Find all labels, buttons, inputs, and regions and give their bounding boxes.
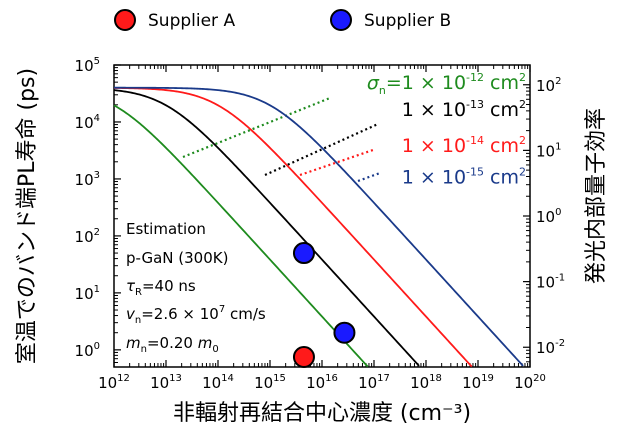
connector-line xyxy=(357,171,381,183)
x-tick-label: 1013 xyxy=(150,373,182,392)
series-curve xyxy=(113,104,369,368)
x-tick-label: 1014 xyxy=(202,373,234,392)
y2-axis-title: 発光内部量子効率 xyxy=(584,108,609,284)
curves xyxy=(113,86,524,368)
connector-line xyxy=(182,96,331,159)
annotation-line-3: τR=40 ns xyxy=(126,277,196,298)
x-tick-label: 1016 xyxy=(306,373,338,392)
x-axis-ticks: 1012 1013 1014 1015 1016 1017 1018 1019 1020 xyxy=(98,65,546,392)
annotation: Estimation p-GaN (300K) τR=40 ns vn=2.6 … xyxy=(126,220,266,355)
legend-label-supplier-b: Supplier B xyxy=(364,11,451,31)
x-tick-label: 1018 xyxy=(410,373,442,392)
x-tick-label: 1019 xyxy=(462,373,494,392)
y-tick-label: 101 xyxy=(75,284,100,303)
series-curve xyxy=(113,87,473,368)
y-tick-label: 105 xyxy=(75,56,100,75)
data-point-supplier-a xyxy=(292,345,315,368)
annotation-line-2: p-GaN (300K) xyxy=(126,249,228,267)
y-axis-ticks: 100 101 102 103 104 105 xyxy=(75,56,121,363)
connector-line xyxy=(264,122,379,177)
series-label: 1 × 10-14 cm2 xyxy=(402,134,526,157)
y2-tick-label: 100 xyxy=(536,207,561,226)
y-tick-label: 104 xyxy=(75,113,100,132)
y-tick-label: 100 xyxy=(75,341,100,360)
y2-tick-label: 10-2 xyxy=(536,338,565,357)
y2-axis-ticks: 10-2 10-1 100 101 102 xyxy=(523,64,565,363)
x-axis-title: 非輻射再結合中心濃度 (cm⁻³) xyxy=(173,401,471,426)
x-tick-label: 1020 xyxy=(514,373,546,392)
y2-tick-label: 10-1 xyxy=(536,273,565,292)
x-tick-label: 1015 xyxy=(254,373,286,392)
series-curve xyxy=(113,89,420,367)
y-tick-label: 102 xyxy=(75,227,100,246)
series-label: σn=1 × 10-12 cm2 xyxy=(367,71,526,97)
legend-label-supplier-a: Supplier A xyxy=(148,11,235,31)
x-tick-label: 1012 xyxy=(98,373,130,392)
annotation-line-1: Estimation xyxy=(126,220,206,238)
legend-marker-supplier-a xyxy=(114,9,136,31)
series-label: 1 × 10-13 cm2 xyxy=(402,98,526,121)
y2-tick-label: 102 xyxy=(536,76,561,95)
data-point-supplier-b xyxy=(292,242,315,265)
legend-marker-supplier-b xyxy=(330,9,352,31)
legend: Supplier A Supplier B xyxy=(114,9,451,31)
y2-tick-label: 101 xyxy=(536,141,561,160)
data-point-supplier-b xyxy=(333,321,356,344)
series-label: 1 × 10-15 cm2 xyxy=(402,165,526,188)
series-curve xyxy=(114,86,524,367)
y-tick-label: 103 xyxy=(75,170,100,189)
data-points xyxy=(292,242,356,368)
annotation-line-4: vn=2.6 × 107 cm/s xyxy=(126,304,266,326)
connector-lines xyxy=(182,96,381,183)
x-tick-label: 1017 xyxy=(358,373,390,392)
y-axis-title: 室温でのバンド端PL寿命 (ps) xyxy=(15,68,40,364)
annotation-line-5: mn=0.20 m0 xyxy=(126,334,219,355)
